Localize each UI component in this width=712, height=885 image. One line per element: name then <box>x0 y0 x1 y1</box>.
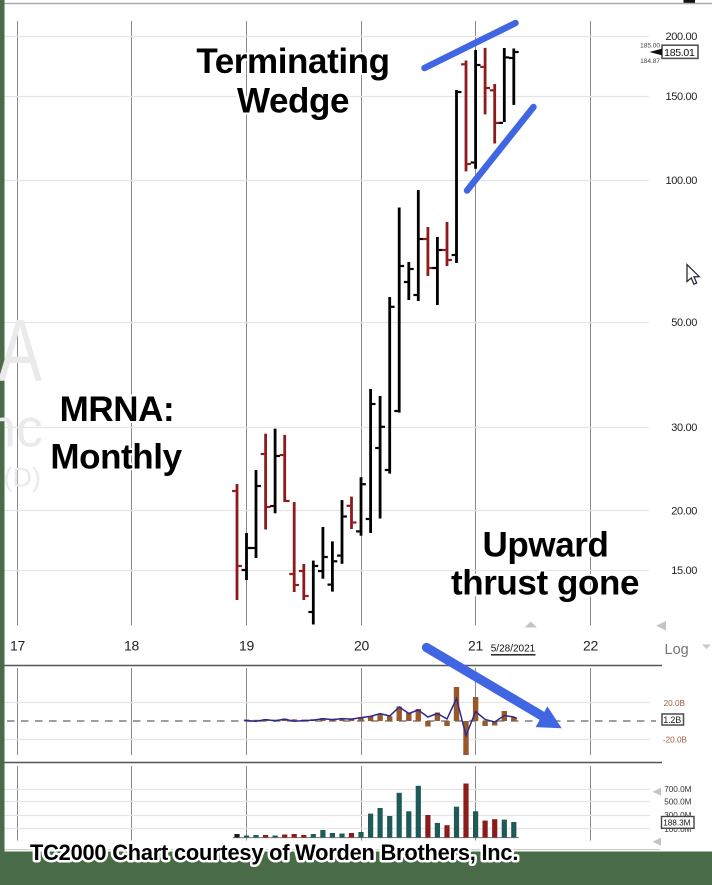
svg-text:19: 19 <box>239 638 254 654</box>
svg-text:17: 17 <box>10 638 25 654</box>
svg-text:18: 18 <box>124 638 139 654</box>
svg-text:100.0M: 100.0M <box>664 825 691 834</box>
svg-text:185.00: 185.00 <box>640 43 660 50</box>
svg-text:188.3M: 188.3M <box>663 819 690 828</box>
svg-text:nc: nc <box>0 399 43 459</box>
svg-text:15.00: 15.00 <box>671 565 697 577</box>
svg-text:20: 20 <box>354 638 369 654</box>
svg-text:thrust gone: thrust gone <box>451 564 639 603</box>
svg-text:5/28/2021: 5/28/2021 <box>491 644 536 655</box>
svg-text:21: 21 <box>468 638 483 654</box>
svg-text:500.0M: 500.0M <box>664 798 691 807</box>
svg-text:185.01: 185.01 <box>664 47 695 59</box>
svg-text:100.00: 100.00 <box>665 175 697 187</box>
svg-text:22: 22 <box>583 638 598 654</box>
svg-text:Wedge: Wedge <box>237 82 349 121</box>
svg-text:Terminating: Terminating <box>196 42 389 81</box>
svg-text:700.0M: 700.0M <box>664 785 691 794</box>
svg-text:20.00: 20.00 <box>671 506 697 518</box>
svg-text:Log: Log <box>665 642 689 658</box>
svg-text:184.87: 184.87 <box>640 58 660 65</box>
svg-text:150.00: 150.00 <box>665 91 697 103</box>
svg-text:200.00: 200.00 <box>665 31 697 43</box>
svg-text:A: A <box>0 301 42 400</box>
svg-text:Monthly: Monthly <box>50 438 182 477</box>
svg-text:(D): (D) <box>4 463 41 493</box>
svg-text:TC2000 Chart courtesy of Worde: TC2000 Chart courtesy of Worden Brothers… <box>30 840 518 865</box>
svg-text:MRNA:: MRNA: <box>60 390 175 429</box>
svg-text:20.0B: 20.0B <box>664 699 686 708</box>
svg-text:-20.0B: -20.0B <box>663 735 688 744</box>
svg-text:1.2B: 1.2B <box>663 715 681 725</box>
svg-text:50.00: 50.00 <box>671 317 697 329</box>
svg-text:300.0M: 300.0M <box>664 811 691 820</box>
svg-text:30.00: 30.00 <box>671 422 697 434</box>
svg-text:Upward: Upward <box>483 526 609 565</box>
